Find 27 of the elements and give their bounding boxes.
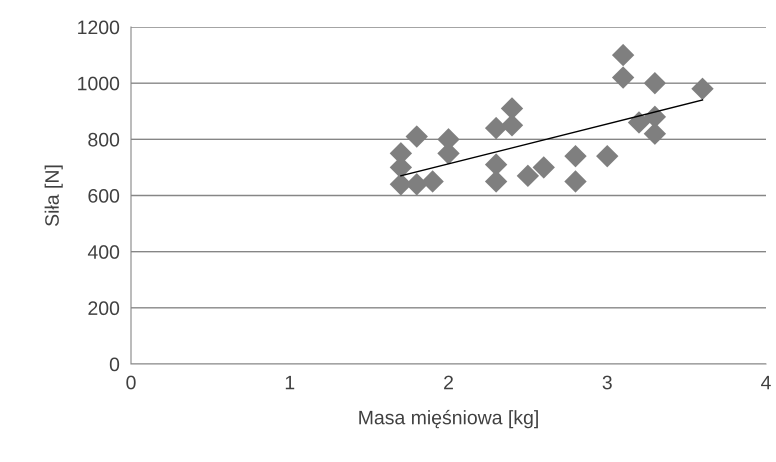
point xyxy=(564,144,587,168)
point xyxy=(532,156,555,179)
y-tick-label: 1000 xyxy=(78,76,120,90)
x-tick-label: 0 xyxy=(126,376,136,390)
x-axis-title: Masa mięśniowa [kg] xyxy=(359,410,538,428)
y-tick-label: 600 xyxy=(88,188,120,203)
x-tick-label: 1 xyxy=(286,376,294,390)
point xyxy=(644,72,666,94)
point xyxy=(421,170,444,193)
point xyxy=(406,125,428,148)
x-tick-label: 2 xyxy=(444,376,453,390)
point xyxy=(612,66,634,89)
y-tick-label: 0 xyxy=(110,357,120,372)
x-tick-label: 4 xyxy=(761,376,771,390)
point xyxy=(628,111,650,134)
point xyxy=(691,78,714,100)
y-axis-title: Siła [N] xyxy=(44,166,63,226)
y-tick-label: 400 xyxy=(88,245,120,259)
point xyxy=(484,116,508,140)
point xyxy=(564,170,587,193)
y-tick-label: 800 xyxy=(88,132,120,147)
x-tick-label: 3 xyxy=(602,376,612,390)
y-tick-label: 200 xyxy=(88,301,120,316)
point xyxy=(516,164,540,188)
point xyxy=(612,44,634,66)
point xyxy=(596,144,618,168)
y-tick-label: 1200 xyxy=(78,20,120,34)
